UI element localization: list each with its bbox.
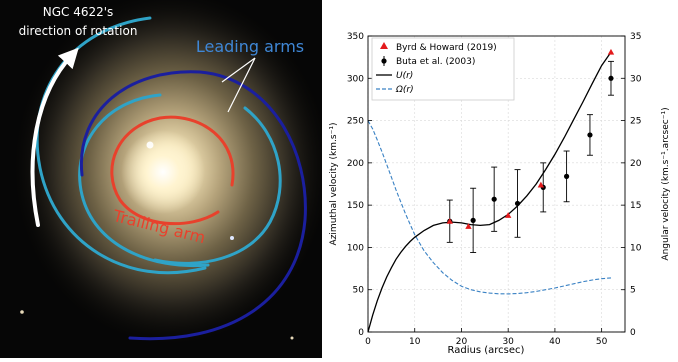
y-tick-label-left: 250 [347,117,364,127]
omega-curve-layer [367,120,612,295]
x-tick-label: 30 [502,337,514,347]
rotation-label-line2: direction of rotation [19,24,138,38]
legend-buta-label: Buta et al. (2003) [396,57,475,67]
y-axis-label-left: Azimuthal velocity (km.s⁻¹) [329,123,339,246]
legend-byrd-marker [380,42,388,49]
x-tick-label: 0 [365,337,371,347]
y-tick-label-right: 35 [630,32,641,42]
y-tick-label-right: 0 [630,328,636,338]
leading-pointer-line-2 [227,57,256,113]
byrd-point [446,218,453,224]
y-tick-label-right: 10 [630,243,642,253]
legend-byrd-label: Byrd & Howard (2019) [396,43,497,53]
y-axis-label-right: Angular velocity (km.s⁻¹.arcsec⁻¹) [661,107,671,260]
byrd-point [607,48,615,55]
y-tick-label-right: 30 [630,74,642,84]
trailing-arm [110,115,235,226]
galaxy-image-panel: NGC 4622's direction of rotation Leading… [0,0,322,358]
axes: 0 10 20 30 40 50 0 50 100 150 200 250 300 350 0 5 10 15 20… [347,32,642,347]
u-curve-layer [367,51,612,333]
x-tick-label: 20 [456,337,468,347]
buta-point [470,217,476,223]
buta-point [587,132,593,138]
y-tick-label-left: 0 [358,328,364,338]
legend-box [371,37,515,101]
leading-arm-cyan-loop [153,106,282,265]
u-curve [367,51,612,333]
y-tick-label-left: 300 [347,74,364,84]
buta-point [514,200,521,207]
byrd-point [537,181,545,188]
x-tick-label: 10 [409,337,421,347]
plot-frame [367,35,626,333]
y-tick-label-left: 50 [353,286,365,296]
x-tick-label: 40 [549,337,561,347]
leading-arm-outer [35,16,207,275]
legend: Byrd & Howard (2019) Buta et al. (2003) … [371,37,515,101]
buta-points-layer [446,60,614,253]
chart-svg: 0 10 20 30 40 50 0 50 100 150 200 250 300 350 0 5 10 15 20… [329,32,671,356]
byrd-points-layer [446,48,615,229]
x-axis-label: Radius (arcsec) [448,345,525,356]
y-tick-label-right: 5 [630,286,636,296]
y-tick-label-left: 200 [347,159,364,169]
omega-curve [367,120,612,295]
y-tick-label-left: 150 [347,201,364,211]
buta-point [563,173,570,179]
byrd-point [465,223,472,229]
leading-pointer-line-1 [221,57,256,83]
byrd-point [504,212,512,218]
buta-point [491,196,497,202]
legend-omega-label: Ω(r) [395,85,414,95]
legend-buta-marker [381,58,387,64]
y-tick-label-left: 100 [347,243,364,253]
y-tick-label-right: 25 [630,117,641,127]
y-tick-label-left: 350 [347,32,364,42]
x-tick-label: 50 [596,337,608,347]
y-tick-label-right: 15 [630,201,641,211]
legend-u-label: U(r) [396,71,413,81]
buta-point [608,75,614,81]
leading-arm-dark [79,70,307,341]
galaxy-image: NGC 4622's direction of rotation Leading… [0,0,322,358]
rotation-label-line1: NGC 4622's [43,5,114,19]
rotation-arrow [30,47,79,227]
y-tick-label-right: 20 [630,159,642,169]
leading-arms-label: Leading arms [196,37,304,56]
rotation-curve-chart: 0 10 20 30 40 50 0 50 100 150 200 250 300 350 0 5 10 15 20… [322,0,678,358]
